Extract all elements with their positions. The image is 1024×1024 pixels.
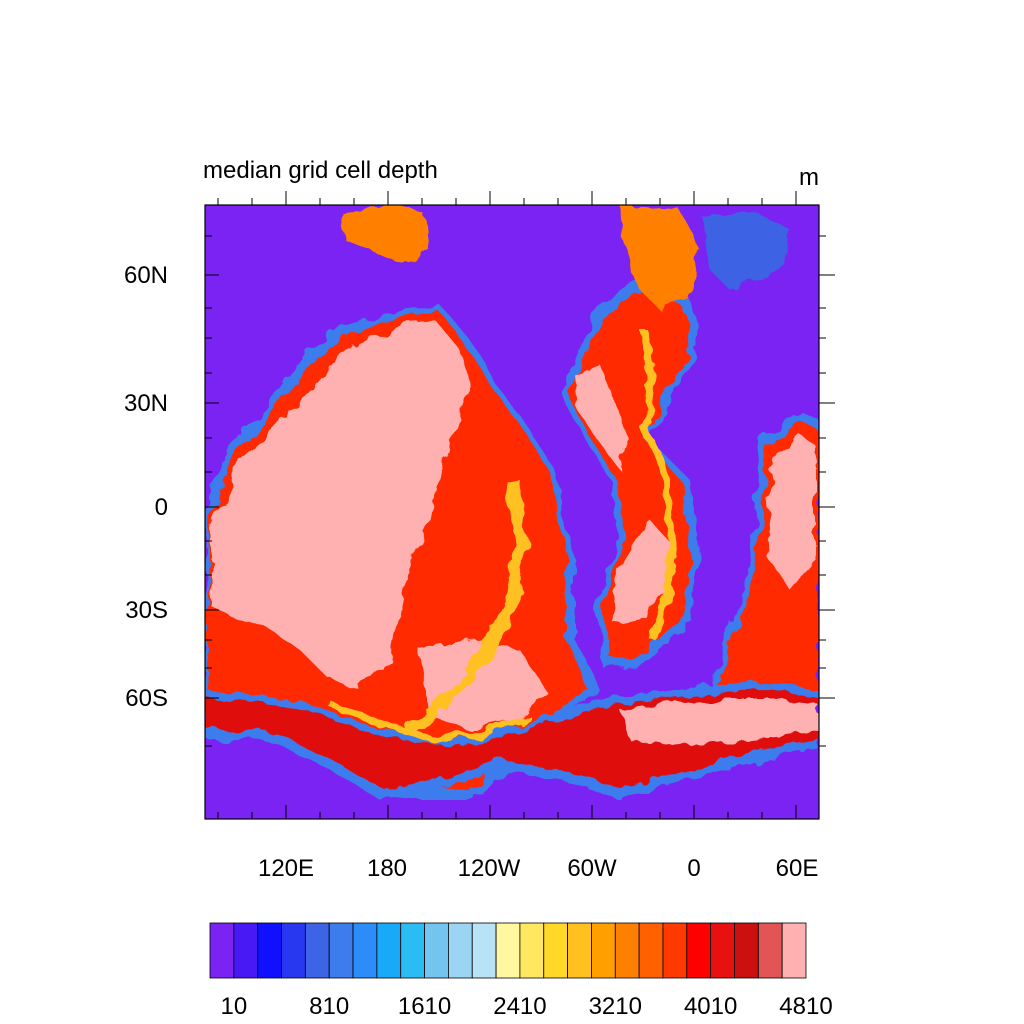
colorbar: 10 810 1610 2410 3210 4010 4810 bbox=[209, 922, 833, 1020]
colorbar-swatch bbox=[376, 922, 402, 979]
y-tick-label: 60S bbox=[125, 685, 168, 712]
indian-abyss bbox=[768, 435, 815, 590]
colorbar-swatch bbox=[209, 922, 235, 979]
colorbar-label: 4810 bbox=[779, 993, 832, 1020]
arctic-shelf bbox=[700, 215, 790, 290]
x-axis: 120E 180 120W 60W 0 60E bbox=[217, 191, 819, 882]
colorbar-swatch bbox=[281, 922, 306, 979]
southern-ocean-abyss bbox=[620, 700, 819, 745]
south-atlantic-abyss bbox=[612, 520, 668, 625]
x-tick-label: 180 bbox=[367, 855, 407, 882]
y-tick-label: 60N bbox=[124, 262, 168, 289]
units-label: m bbox=[799, 164, 819, 191]
colorbar-swatch bbox=[543, 922, 569, 979]
southern-ridge bbox=[328, 700, 530, 741]
plot-frame bbox=[204, 204, 820, 820]
atlantic-abyss bbox=[575, 365, 630, 470]
colorbar-swatch bbox=[686, 922, 712, 979]
x-tick-label: 60E bbox=[776, 855, 819, 882]
arctic-left-basin bbox=[340, 205, 430, 265]
colorbar-label: 810 bbox=[309, 993, 349, 1020]
colorbar-label: 1610 bbox=[398, 993, 451, 1020]
south-pacific-abyss bbox=[420, 640, 545, 730]
mid-atlantic-ridge bbox=[640, 330, 676, 642]
colorbar-swatch bbox=[638, 922, 664, 979]
colorbar-swatch bbox=[757, 922, 783, 979]
colorbar-label: 4010 bbox=[684, 993, 737, 1020]
colorbar-swatch bbox=[734, 922, 759, 979]
east-pacific-rise bbox=[400, 478, 528, 740]
x-tick-label: 0 bbox=[687, 855, 700, 882]
pacific-abyss bbox=[210, 320, 470, 690]
colorbar-label: 10 bbox=[220, 993, 247, 1020]
colorbar-swatch bbox=[519, 922, 545, 979]
colorbar-swatch bbox=[471, 922, 497, 979]
y-tick-label: 0 bbox=[155, 494, 168, 521]
colorbar-swatch bbox=[257, 922, 282, 979]
colorbar-swatch bbox=[233, 922, 259, 979]
y-tick-label: 30N bbox=[124, 390, 168, 417]
y-tick-label: 30S bbox=[125, 597, 168, 624]
colorbar-swatch bbox=[328, 922, 354, 979]
chart-title: median grid cell depth bbox=[203, 157, 438, 184]
arctic-right-basin bbox=[620, 205, 700, 310]
colorbar-swatch bbox=[495, 922, 521, 979]
colorbar-swatch bbox=[424, 922, 449, 979]
colorbar-swatch bbox=[662, 922, 688, 979]
x-tick-label: 60W bbox=[567, 855, 617, 882]
colorbar-swatch bbox=[567, 922, 592, 979]
colorbar-label: 3210 bbox=[589, 993, 642, 1020]
x-tick-label: 120E bbox=[258, 855, 314, 882]
plot-area bbox=[205, 205, 819, 819]
colorbar-swatch bbox=[591, 922, 616, 979]
colorbar-swatch bbox=[352, 922, 378, 979]
colorbar-swatch bbox=[400, 922, 425, 979]
x-tick-label: 120W bbox=[458, 855, 521, 882]
colorbar-label: 2410 bbox=[493, 993, 546, 1020]
colorbar-swatch bbox=[710, 922, 735, 979]
colorbar-swatch bbox=[781, 922, 807, 979]
colorbar-swatch bbox=[304, 922, 330, 979]
colorbar-swatch bbox=[614, 922, 640, 979]
y-axis: 60N 30N 0 30S 60S bbox=[124, 235, 835, 747]
colorbar-swatch bbox=[447, 922, 473, 979]
